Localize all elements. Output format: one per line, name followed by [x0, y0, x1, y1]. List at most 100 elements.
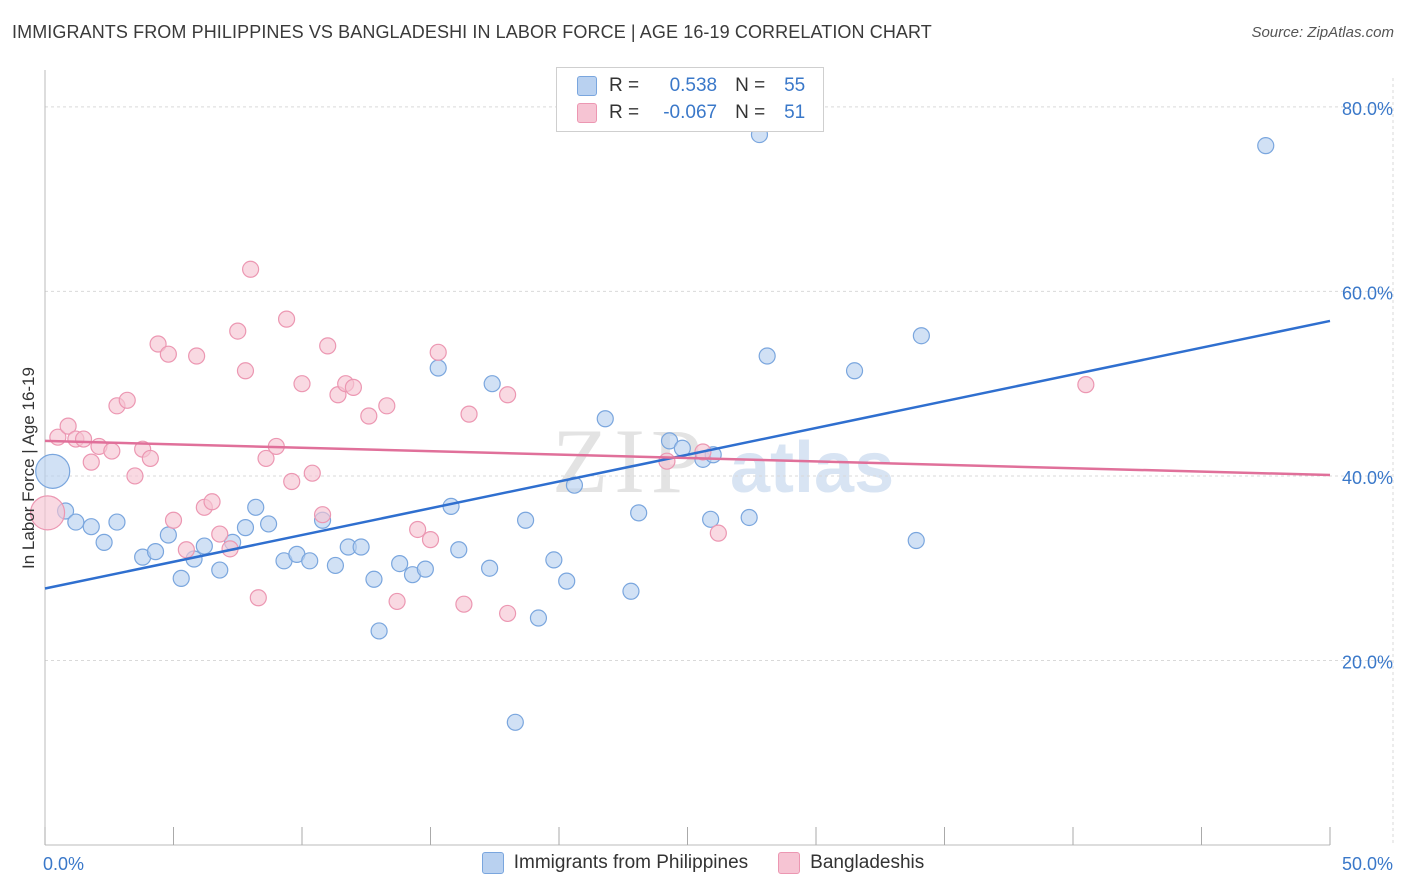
data-point: [326, 556, 345, 575]
data-point: [82, 453, 100, 471]
tick-labels: 20.0% 40.0% 60.0% 80.0% 0.0% 50.0%: [43, 99, 1393, 874]
legend-swatch-pink: [577, 103, 597, 123]
data-point: [460, 405, 478, 423]
data-point: [118, 391, 136, 409]
data-point: [409, 520, 427, 539]
data-point: [35, 453, 71, 489]
legend-n-label: N =: [735, 102, 766, 123]
data-point: [1077, 376, 1095, 394]
data-point: [108, 513, 126, 531]
data-point: [242, 260, 260, 278]
data-point: [293, 375, 311, 393]
x-tick-label: 0.0%: [43, 854, 84, 874]
data-point: [429, 359, 447, 377]
data-point: [709, 524, 727, 542]
data-point: [211, 561, 229, 579]
data-point: [59, 417, 77, 435]
data-point: [29, 495, 66, 531]
data-point: [630, 504, 648, 522]
data-point: [172, 569, 190, 587]
data-point: [236, 362, 255, 380]
data-point: [103, 442, 121, 460]
trend-line: [44, 439, 1331, 477]
data-point: [421, 531, 440, 549]
data-point: [516, 511, 535, 529]
legend-r-value: 0.538: [669, 75, 718, 96]
data-point: [499, 604, 517, 623]
legend-row-philippines: R = 0.538 N = 55: [577, 74, 805, 98]
data-point: [596, 410, 614, 428]
data-point: [483, 375, 501, 393]
data-point: [506, 713, 524, 731]
data-point: [378, 397, 396, 415]
source-note: Source: ZipAtlas.com: [1251, 24, 1394, 41]
data-point: [283, 472, 301, 491]
legend-n-value: 51: [784, 102, 806, 123]
data-point: [622, 582, 640, 600]
data-point: [360, 407, 378, 425]
data-point: [188, 347, 206, 365]
legend-swatch-blue: [481, 852, 504, 874]
y-tick-label: 40.0%: [1342, 468, 1393, 488]
data-point: [499, 386, 517, 404]
y-tick-label: 80.0%: [1342, 99, 1393, 119]
legend-n-value: 55: [784, 75, 806, 96]
data-point: [558, 572, 576, 590]
data-point: [141, 449, 159, 468]
data-point: [912, 327, 930, 345]
legend-row-bangladeshis: R = -0.067 N = 51: [577, 101, 805, 125]
legend-item-philippines: Immigrants from Philippines: [481, 852, 748, 874]
data-point: [211, 525, 229, 543]
data-point: [660, 432, 679, 450]
legend-n-label: N =: [735, 75, 766, 96]
data-point: [74, 430, 93, 448]
correlation-legend: R = 0.538 N = 55 R = -0.067 N = 51: [556, 67, 824, 132]
data-point: [388, 592, 406, 611]
data-point: [391, 555, 409, 573]
data-point: [126, 467, 144, 485]
chart-title: IMMIGRANTS FROM PHILIPPINES VS BANGLADES…: [12, 22, 932, 42]
data-point: [177, 541, 195, 559]
data-point: [195, 537, 213, 555]
data-point: [352, 538, 370, 556]
data-point: [1257, 137, 1275, 155]
trend-line: [44, 319, 1331, 590]
data-point: [481, 559, 499, 577]
data-point: [429, 343, 447, 361]
data-point: [416, 560, 434, 578]
data-point: [149, 335, 167, 353]
x-tick-label: 50.0%: [1342, 854, 1393, 874]
data-point: [303, 464, 321, 482]
y-tick-label: 20.0%: [1342, 652, 1393, 672]
data-point: [319, 337, 337, 355]
data-point: [82, 518, 100, 536]
data-point: [740, 508, 758, 527]
data-point: [370, 622, 388, 640]
data-point: [455, 595, 473, 613]
data-point: [164, 511, 183, 529]
data-point: [344, 378, 362, 396]
data-point: [249, 589, 267, 607]
y-tick-label: 60.0%: [1342, 283, 1393, 303]
data-point: [159, 345, 177, 363]
data-point: [301, 552, 319, 570]
data-point: [702, 510, 720, 528]
data-point: [365, 570, 383, 588]
legend-swatch-pink: [778, 852, 801, 874]
data-point: [277, 310, 296, 328]
series-philippines-points: [35, 125, 1275, 731]
data-point: [257, 449, 275, 468]
gridlines: [45, 78, 1395, 845]
data-point: [203, 493, 221, 511]
series-legend: Immigrants from Philippines Bangladeshis: [0, 852, 1406, 874]
data-point: [95, 533, 113, 551]
data-point: [845, 362, 864, 380]
watermark-zip: ZIP: [552, 410, 708, 512]
data-point: [229, 322, 247, 340]
data-point: [259, 515, 278, 533]
data-point: [450, 541, 468, 559]
legend-item-label: Bangladeshis: [810, 852, 925, 873]
legend-r-label: R =: [609, 75, 640, 96]
y-axis-label: In Labor Force | Age 16-19: [19, 367, 38, 569]
